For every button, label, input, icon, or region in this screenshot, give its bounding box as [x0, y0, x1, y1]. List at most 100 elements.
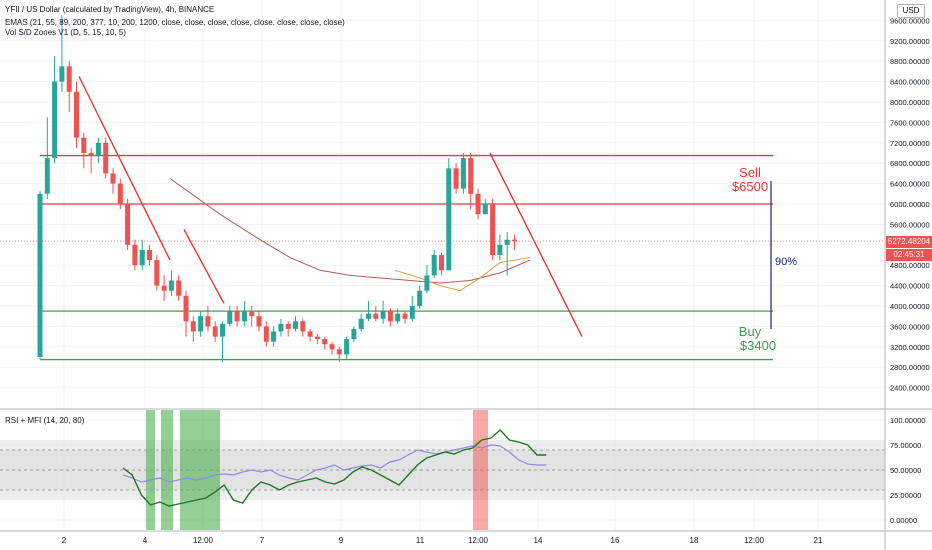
candle-body [263, 326, 269, 342]
candle-body [139, 249, 145, 266]
time-tick-label: 14 [534, 536, 543, 545]
time-tick-label: 18 [690, 536, 699, 545]
price-tick-label: 5600.00000 [890, 220, 930, 229]
time-tick-label: 4 [143, 536, 148, 545]
candle-body [453, 168, 459, 189]
candle-body [439, 255, 444, 271]
osc-tick-label: 100.00000 [890, 416, 925, 425]
osc-green-highlight [161, 410, 173, 530]
price-tick-label: 4800.00000 [890, 261, 930, 270]
price-tick-label: 6400.00000 [890, 180, 930, 189]
candle-body [504, 239, 510, 245]
candle-body [322, 339, 328, 345]
price-axis: 2400.00000 2800.00000 3200.00000 3600.00000… [890, 16, 930, 392]
osc-green-highlight [146, 410, 155, 530]
price-tick-label: 6800.00000 [890, 159, 930, 168]
time-tick-label: 7 [260, 536, 265, 545]
ema-legend[interactable]: EMAS (21, 55, 89, 200, 377, 10, 200, 120… [5, 18, 345, 27]
currency-button[interactable]: USD [897, 4, 925, 18]
price-tick-label: 7200.00000 [890, 139, 930, 148]
time-tick-label: 2 [62, 536, 67, 545]
candle-body [132, 244, 138, 266]
candle-body [168, 280, 174, 291]
sell-label: Sell [739, 165, 761, 180]
candle-body [59, 66, 65, 82]
candle-body [351, 328, 357, 340]
vol-zones-legend[interactable]: Vol S/D Zones V1 (D, 5, 15, 10, 5) [5, 28, 126, 37]
price-tick-label: 6000.00000 [890, 200, 930, 209]
price-tick-label: 8000.00000 [890, 98, 930, 107]
osc-tick-label: 0.00000 [890, 516, 917, 525]
candle-body [95, 142, 101, 156]
candle-body [446, 168, 452, 271]
candle-body [103, 142, 109, 174]
time-tick-label: 12:00 [193, 536, 214, 545]
price-tick-label: 8800.00000 [890, 57, 930, 66]
candle-body [37, 193, 43, 357]
trendline [489, 152, 583, 337]
oscillator-lines [122, 429, 547, 507]
rsi-line [122, 429, 547, 507]
candle-body [212, 326, 218, 337]
candle-body [300, 321, 306, 332]
candle-body [183, 295, 189, 322]
buy-price: $3400 [739, 338, 777, 353]
candle-body [125, 204, 131, 245]
candle-body [66, 66, 72, 92]
candle-body [161, 285, 167, 291]
time-tick-label: 21 [814, 536, 823, 545]
trendline [183, 229, 225, 304]
candle-body [387, 311, 393, 322]
price-tick-label: 4400.00000 [890, 282, 930, 291]
price-tick-label: 2800.00000 [890, 363, 930, 372]
osc-tick-label: 25.00000 [890, 491, 921, 500]
mfi-line [122, 444, 547, 483]
candle-body [395, 313, 401, 322]
ema-long-line [394, 257, 531, 292]
support-resistance-levels [0, 154, 885, 361]
price-tick-label: 3600.00000 [890, 322, 930, 331]
oscillator-axis: 0.00000 25.00000 50.00000 75.00000 100.00000 [890, 416, 925, 525]
candle-body [512, 239, 517, 242]
osc-tick-label: 50.00000 [890, 466, 921, 475]
candle-body [227, 311, 233, 324]
oscillator-legend[interactable]: RSI + MFI (14, 20, 80) [5, 416, 85, 425]
candle-body [366, 313, 371, 319]
candle-body [285, 323, 291, 329]
price-tick-label: 7600.00000 [890, 118, 930, 127]
candle-body [460, 158, 466, 189]
candle-body [475, 193, 481, 215]
candle-body [154, 260, 160, 286]
candle-body [81, 137, 87, 153]
oscillator-bands [0, 440, 885, 500]
candlesticks [37, 15, 517, 363]
candle-body [249, 311, 255, 317]
candle-body [147, 249, 152, 261]
candle-body [293, 321, 298, 329]
candle-body [314, 336, 320, 340]
candle-body [241, 311, 247, 322]
candle-body [117, 183, 123, 204]
price-tick-label: 9600.00000 [890, 16, 930, 25]
price-tick-label: 9200.00000 [890, 37, 930, 46]
candle-body [497, 244, 503, 255]
buy-label: Buy [738, 324, 762, 339]
time-tick-label: 12:00 [744, 536, 765, 545]
candle-body [373, 313, 379, 319]
time-tick-label: 9 [339, 536, 344, 545]
price-tick-label: 8400.00000 [890, 78, 930, 87]
osc-green-highlight [180, 410, 220, 530]
candle-body [271, 331, 277, 342]
time-tick-label: 16 [611, 536, 620, 545]
candle-body [176, 280, 182, 296]
candle-body [358, 318, 364, 329]
candle-body [431, 255, 437, 276]
symbol-legend[interactable]: YFII / US Dollar (calculated by TradingV… [5, 5, 215, 14]
candle-body [424, 275, 430, 291]
candle-body [205, 316, 211, 327]
ema-short-line [169, 178, 531, 284]
candle-body [468, 158, 474, 194]
candle-body [220, 323, 225, 337]
